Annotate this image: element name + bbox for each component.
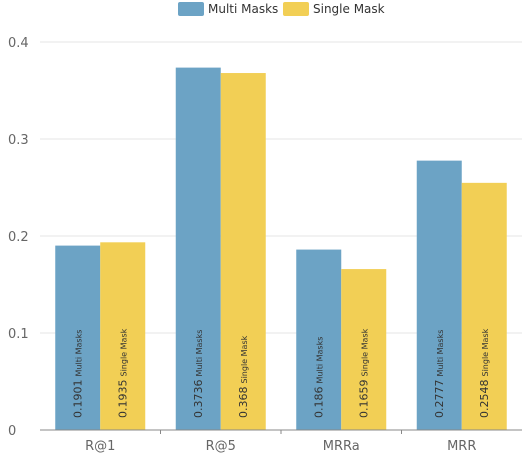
bar-series-name: Multi Masks <box>195 330 204 377</box>
bar-value: 0.2777 <box>433 380 446 419</box>
x-axis: R@1 R@5 MRRa MRR <box>40 430 522 454</box>
bars: 0.1901 Multi Masks 0.3736 Multi Masks 0.186 M… <box>55 68 507 430</box>
x-tick-label: MRR <box>447 439 476 454</box>
bar-value: 0.368 <box>237 387 250 419</box>
y-tick-label: 0.1 <box>8 327 29 342</box>
bar-series-name: Multi Masks <box>74 330 83 377</box>
bar-series-name: Single Mask <box>119 328 128 376</box>
legend-label: Multi Masks <box>208 2 278 16</box>
bar-value: 0.1901 <box>71 380 84 419</box>
bar-series-name: Multi Masks <box>315 337 324 384</box>
bar-series-name: Multi Masks <box>436 330 445 377</box>
x-tick-label: R@5 <box>206 439 236 454</box>
y-tick-label: 0 <box>8 424 16 439</box>
bar-value: 0.1935 <box>116 380 129 419</box>
bar-value: 0.2548 <box>478 380 491 419</box>
legend-swatch <box>178 2 204 16</box>
x-tick-label: MRRa <box>323 439 360 454</box>
y-axis: 0 0.1 0.2 0.3 0.4 <box>8 36 29 439</box>
bar-value: 0.186 <box>312 387 325 419</box>
bar-value: 0.3736 <box>192 380 205 419</box>
bar-series-name: Single Mask <box>360 328 369 376</box>
legend: Multi Masks Single Mask <box>178 2 385 16</box>
bar-series-name: Single Mask <box>240 335 249 383</box>
legend-swatch <box>283 2 309 16</box>
legend-label: Single Mask <box>313 2 385 16</box>
x-tick-label: R@1 <box>85 439 115 454</box>
bar-value: 0.1659 <box>357 380 370 419</box>
y-tick-label: 0.3 <box>8 133 29 148</box>
y-tick-label: 0.4 <box>8 36 29 51</box>
y-tick-label: 0.2 <box>8 230 29 245</box>
bar-series-name: Single Mask <box>481 328 490 376</box>
